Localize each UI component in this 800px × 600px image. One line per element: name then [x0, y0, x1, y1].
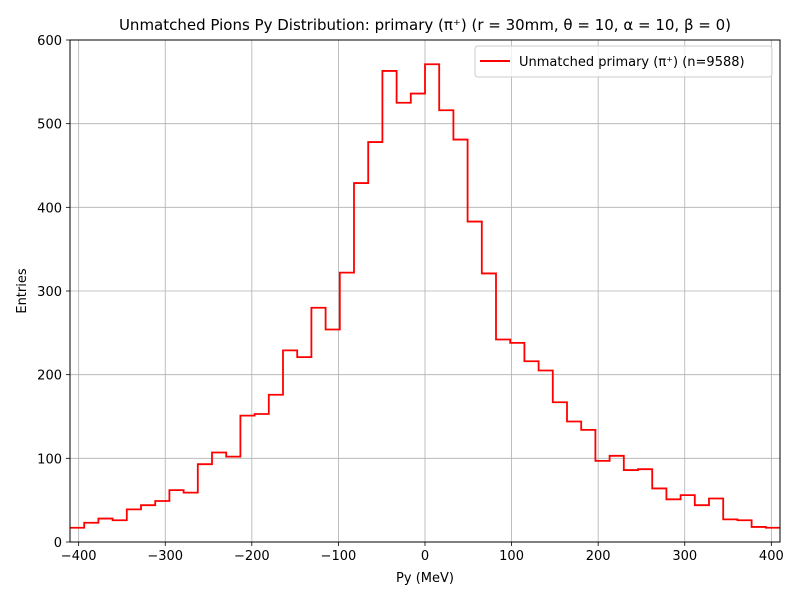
y-tick-label: 200	[37, 369, 62, 384]
y-tick-label: 300	[37, 285, 62, 300]
x-tick-label: −200	[234, 549, 270, 564]
x-tick-label: 0	[421, 549, 429, 564]
x-tick-label: −100	[321, 549, 357, 564]
histogram-step-line	[70, 63, 780, 529]
x-tick-label: −400	[61, 549, 97, 564]
y-tick-label: 0	[54, 536, 62, 551]
x-tick-label: 300	[672, 549, 697, 564]
x-tick-label: −300	[147, 549, 183, 564]
y-tick-label: 400	[37, 201, 62, 216]
legend: Unmatched primary (π⁺) (n=9588)	[474, 45, 773, 78]
x-tick-label: 200	[586, 549, 611, 564]
x-tick-label: 100	[499, 549, 524, 564]
plot-area	[70, 63, 780, 529]
x-axis-label: Py (MeV)	[396, 571, 454, 586]
y-axis: 0 100 200 300 400 500 600	[37, 34, 70, 551]
grid-lines	[70, 39, 780, 543]
chart-title: Unmatched Pions Py Distribution: primary…	[119, 16, 731, 34]
y-axis-label: Entries	[15, 268, 30, 314]
y-tick-label: 600	[37, 34, 62, 49]
legend-label: Unmatched primary (π⁺) (n=9588)	[519, 55, 745, 70]
legend-box	[474, 45, 773, 78]
x-tick-label: 400	[759, 549, 784, 564]
x-axis: −400 −300 −200 −100 0 100 200 300 400	[61, 542, 784, 564]
y-tick-label: 100	[37, 452, 62, 467]
y-tick-label: 500	[37, 118, 62, 133]
